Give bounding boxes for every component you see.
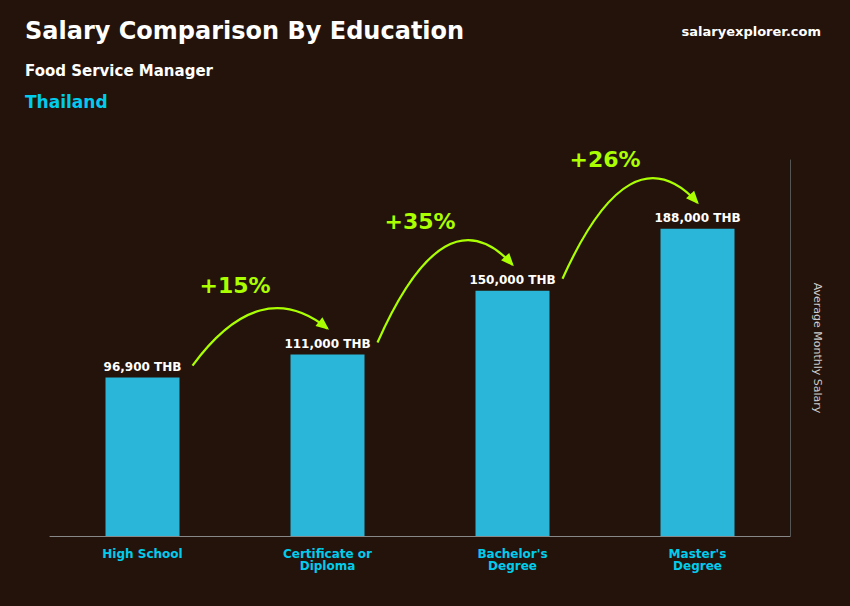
- svg-text:188,000 THB: 188,000 THB: [654, 211, 740, 225]
- svg-text:Master's: Master's: [668, 547, 727, 561]
- svg-text:Diploma: Diploma: [300, 559, 356, 573]
- svg-text:+15%: +15%: [199, 273, 270, 298]
- svg-text:150,000 THB: 150,000 THB: [469, 273, 555, 287]
- svg-text:Degree: Degree: [673, 559, 722, 573]
- svg-text:Certificate or: Certificate or: [283, 547, 372, 561]
- svg-text:salaryexplorer.com: salaryexplorer.com: [682, 24, 821, 39]
- svg-text:111,000 THB: 111,000 THB: [284, 337, 370, 351]
- svg-text:Average Monthly Salary: Average Monthly Salary: [811, 283, 824, 414]
- svg-text:Degree: Degree: [488, 559, 537, 573]
- svg-text:+26%: +26%: [569, 147, 640, 172]
- svg-text:Salary Comparison By Education: Salary Comparison By Education: [25, 17, 464, 45]
- svg-text:High School: High School: [102, 547, 182, 561]
- svg-text:Bachelor's: Bachelor's: [477, 547, 548, 561]
- svg-text:Food Service Manager: Food Service Manager: [25, 62, 214, 80]
- svg-text:+35%: +35%: [384, 209, 455, 234]
- svg-text:96,900 THB: 96,900 THB: [104, 360, 182, 374]
- svg-text:Thailand: Thailand: [25, 92, 108, 112]
